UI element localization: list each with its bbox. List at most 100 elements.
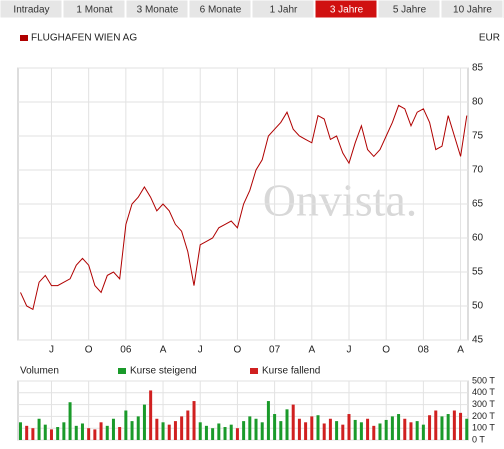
y-tick-label: 80 (472, 97, 484, 108)
tab[interactable] (314, 0, 378, 19)
tab-label[interactable]: 6 Monate (200, 5, 242, 16)
volume-bar (297, 418, 301, 440)
volume-bar (43, 424, 47, 440)
volume-bar (18, 422, 22, 440)
currency-label: EUR (479, 33, 500, 44)
volume-bar (211, 428, 215, 440)
y-tick-label: 50 (472, 301, 484, 312)
volume-bar (273, 414, 277, 440)
legend-swatch (20, 35, 28, 41)
volume-bar (341, 424, 345, 440)
tab[interactable] (62, 0, 126, 19)
volume-bar (37, 418, 41, 440)
volume-bar (428, 415, 432, 440)
volume-bar (186, 410, 190, 440)
y-tick-label: 75 (472, 131, 484, 142)
y-tick-label: 55 (472, 267, 484, 278)
x-tick-label: 07 (269, 345, 281, 356)
volume-bar (118, 427, 122, 440)
x-tick-label: A (160, 345, 167, 356)
legend-label: FLUGHAFEN WIEN AG (31, 33, 137, 44)
volume-bar (260, 422, 264, 440)
volume-bar (366, 418, 370, 440)
volume-bar (415, 421, 419, 440)
x-tick-label: 06 (120, 345, 132, 356)
volume-bar (403, 418, 407, 440)
volume-bar (49, 429, 53, 440)
volume-bar (254, 418, 258, 440)
volume-bar (136, 416, 140, 440)
volume-bar (111, 418, 115, 440)
tab[interactable] (0, 0, 63, 19)
volume-bar (328, 418, 332, 440)
volume-bar (452, 410, 456, 440)
volume-bar (62, 422, 66, 440)
volume-bar (266, 401, 270, 440)
tab-label[interactable]: 3 Jahre (330, 5, 364, 16)
volume-bar (397, 414, 401, 440)
volume-bar (87, 428, 91, 440)
volume-bar (465, 418, 469, 440)
volume-bar (192, 401, 196, 440)
volume-bar (223, 427, 227, 440)
volume-bar (173, 421, 177, 440)
volume-bar (80, 423, 84, 440)
volume-bar (384, 419, 388, 440)
y-tick-label: 0 T (472, 434, 485, 444)
volume-bar (155, 418, 159, 440)
tab-label[interactable]: 3 Monate (137, 5, 179, 16)
y-tick-label: 85 (472, 63, 484, 74)
price-line (20, 104, 468, 311)
y-tick-label: 500 T (472, 375, 495, 385)
watermark: Onvista. (263, 175, 418, 226)
volume-bar (434, 410, 438, 440)
volume-bar (235, 428, 239, 440)
tab-label[interactable]: 1 Jahr (270, 5, 298, 16)
volume-bar (93, 429, 97, 440)
tab-label[interactable]: 10 Jahre (453, 5, 492, 16)
y-tick-label: 70 (472, 165, 484, 176)
volume-bar (142, 404, 146, 440)
volume-bar (198, 422, 202, 440)
volume-bar (217, 423, 221, 440)
tab[interactable] (188, 0, 252, 19)
x-tick-label: O (234, 345, 242, 356)
tab[interactable] (440, 0, 504, 19)
tab-label[interactable]: 1 Monat (76, 5, 112, 16)
volume-bar (390, 416, 394, 440)
tab[interactable] (125, 0, 189, 19)
y-tick-label: 200 T (472, 411, 495, 421)
tab[interactable] (377, 0, 441, 19)
x-tick-label: A (457, 345, 464, 356)
tab[interactable] (251, 0, 315, 19)
volume-bar (242, 421, 246, 440)
tab-label[interactable]: 5 Jahre (393, 5, 427, 16)
x-tick-label: 08 (418, 345, 430, 356)
volume-bar (285, 409, 289, 440)
x-tick-label: J (346, 345, 351, 356)
y-tick-label: 400 T (472, 387, 495, 397)
x-tick-label: A (308, 345, 315, 356)
x-tick-label: J (49, 345, 54, 356)
volume-bar (124, 410, 128, 440)
volume-title: Volumen (20, 366, 59, 377)
volume-bar (440, 416, 444, 440)
volume-bar (372, 425, 376, 440)
legend-label: Kurse fallend (262, 366, 320, 377)
volume-bar (446, 414, 450, 440)
volume-bar (459, 412, 463, 440)
volume-bar (353, 419, 357, 440)
volume-bar (229, 424, 233, 440)
volume-bar (279, 421, 283, 440)
tab-label[interactable]: Intraday (13, 5, 49, 16)
volume-bar (105, 425, 109, 440)
y-tick-label: 100 T (472, 423, 495, 433)
y-tick-label: 65 (472, 199, 484, 210)
x-tick-label: O (85, 345, 93, 356)
volume-bar (304, 422, 308, 440)
x-tick-label: O (382, 345, 390, 356)
volume-bar (335, 421, 339, 440)
volume-bar (149, 390, 153, 440)
volume-bar (167, 424, 171, 440)
volume-bar (248, 416, 252, 440)
